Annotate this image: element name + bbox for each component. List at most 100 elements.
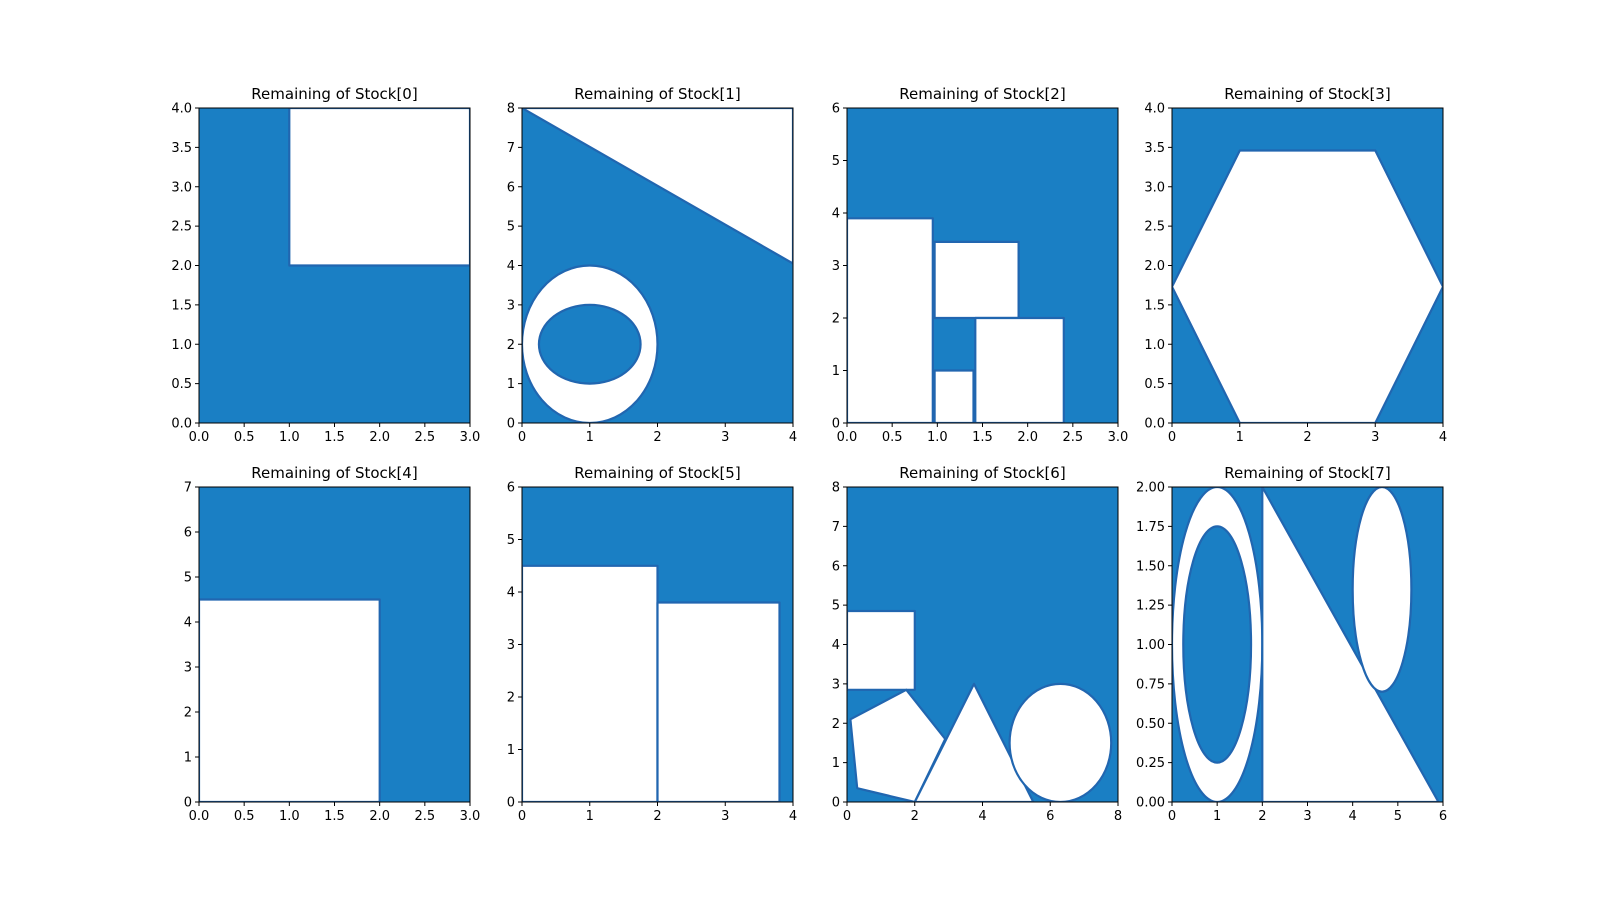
cut-piece xyxy=(199,598,381,802)
x-tick-label: 1.0 xyxy=(279,430,300,445)
y-tick-label: 0 xyxy=(184,796,192,811)
x-tick-label: 2.0 xyxy=(369,430,390,445)
y-tick-label: 0 xyxy=(507,417,515,432)
plot-area xyxy=(847,487,1118,802)
y-tick-label: 4 xyxy=(832,207,840,222)
y-tick-label: 1 xyxy=(832,364,840,379)
plot-area xyxy=(522,487,793,802)
x-tick-label: 1.5 xyxy=(972,430,993,445)
y-tick-label: 3.5 xyxy=(171,141,192,156)
y-tick-label: 2.0 xyxy=(1144,259,1165,274)
subplot-title: Remaining of Stock[1] xyxy=(574,85,740,103)
y-tick-label: 8 xyxy=(832,481,840,496)
x-tick-label: 3 xyxy=(1371,430,1379,445)
x-tick-label: 3 xyxy=(1303,809,1311,824)
y-tick-label: 7 xyxy=(832,520,840,535)
plot-area xyxy=(199,487,470,802)
plot-area xyxy=(1172,487,1443,802)
x-tick-label: 0 xyxy=(1168,430,1176,445)
y-tick-label: 2.00 xyxy=(1136,481,1165,496)
y-tick-label: 2 xyxy=(832,312,840,327)
x-tick-label: 4 xyxy=(1349,809,1357,824)
x-tick-label: 2.5 xyxy=(414,430,435,445)
y-tick-label: 5 xyxy=(507,220,515,235)
x-tick-label: 3.0 xyxy=(460,430,481,445)
x-tick-label: 1.0 xyxy=(279,809,300,824)
cut-piece xyxy=(1261,487,1440,802)
y-tick-label: 3 xyxy=(507,298,515,313)
y-tick-label: 3.5 xyxy=(1144,141,1165,156)
y-tick-label: 2 xyxy=(507,691,515,706)
y-tick-label: 3.0 xyxy=(1144,180,1165,195)
subplot-3: Remaining of Stock[3] 0 1 2 3 4 0.0 0.5 1.0 1.5 2.… xyxy=(1144,85,1447,445)
subplot-0: Remaining of Stock[0] 0.0 0.5 1.0 1.5 2.0 2.5 3… xyxy=(171,85,480,445)
cut-piece xyxy=(847,609,916,691)
cut-piece xyxy=(522,564,659,802)
y-tick-label: 7 xyxy=(507,141,515,156)
y-tick-label: 0.25 xyxy=(1136,756,1165,771)
remaining-island xyxy=(537,303,642,385)
plot-area xyxy=(847,108,1118,423)
x-tick-label: 1 xyxy=(586,809,594,824)
subplot-1: Remaining of Stock[1] 0 1 2 3 4 0 1 2 3 4 5 6 7 8 xyxy=(507,85,797,445)
cut-piece xyxy=(1351,487,1413,693)
subplot-7: Remaining of Stock[7] 0 1 2 3 4 5 6 0.00 0.25 0.50… xyxy=(1136,464,1447,824)
y-tick-label: 6 xyxy=(507,180,515,195)
subplot-title: Remaining of Stock[2] xyxy=(899,85,1065,103)
plot-area xyxy=(1172,108,1443,423)
y-tick-label: 1.50 xyxy=(1136,559,1165,574)
x-tick-label: 5 xyxy=(1394,809,1402,824)
x-tick-label: 3 xyxy=(721,430,729,445)
x-tick-label: 4 xyxy=(978,809,986,824)
x-tick-label: 0.5 xyxy=(882,430,903,445)
x-tick-label: 0.0 xyxy=(189,809,210,824)
x-tick-label: 3.0 xyxy=(1108,430,1129,445)
y-tick-label: 1 xyxy=(507,377,515,392)
y-tick-label: 0.0 xyxy=(171,417,192,432)
y-tick-label: 2.5 xyxy=(1144,220,1165,235)
y-tick-label: 2 xyxy=(507,338,515,353)
cut-piece xyxy=(974,316,1065,423)
x-tick-label: 8 xyxy=(1114,809,1122,824)
y-tick-label: 6 xyxy=(184,526,192,541)
cut-piece xyxy=(522,108,793,265)
x-tick-label: 1 xyxy=(1213,809,1221,824)
x-tick-label: 0.5 xyxy=(234,809,255,824)
y-tick-label: 2 xyxy=(184,706,192,721)
x-tick-label: 4 xyxy=(789,809,797,824)
subplot-4: Remaining of Stock[4] 0.0 0.5 1.0 1.5 2.0 2.5 3… xyxy=(184,464,481,824)
y-tick-label: 1.0 xyxy=(1144,338,1165,353)
y-tick-label: 1.75 xyxy=(1136,520,1165,535)
y-tick-label: 1.5 xyxy=(1144,298,1165,313)
cut-piece xyxy=(849,688,947,802)
subplot-2: Remaining of Stock[2] 0.0 0.5 1.0 1.5 2.0 2.5 3… xyxy=(832,85,1129,445)
y-tick-label: 4 xyxy=(832,638,840,653)
subplot-5: Remaining of Stock[5] 0 1 2 3 4 0 1 2 3 4 5 6 xyxy=(507,464,797,824)
x-tick-label: 0.0 xyxy=(837,430,858,445)
x-tick-label: 4 xyxy=(1439,430,1447,445)
remaining-island xyxy=(1182,525,1253,764)
y-tick-label: 0.5 xyxy=(171,377,192,392)
cut-piece xyxy=(656,601,781,802)
y-tick-label: 6 xyxy=(832,102,840,117)
x-tick-label: 1.5 xyxy=(324,430,345,445)
y-tick-label: 2.0 xyxy=(171,259,192,274)
y-tick-label: 5 xyxy=(832,154,840,169)
x-tick-label: 1 xyxy=(1236,430,1244,445)
y-tick-label: 0.00 xyxy=(1136,796,1165,811)
x-tick-label: 1.0 xyxy=(927,430,948,445)
subplot-title: Remaining of Stock[5] xyxy=(574,464,740,482)
x-tick-label: 3.0 xyxy=(460,809,481,824)
cut-piece xyxy=(1008,682,1113,802)
y-tick-label: 6 xyxy=(507,481,515,496)
subplot-6: Remaining of Stock[6] 0 2 4 6 8 0 1 2 3 4 5 6 7 8 xyxy=(832,464,1122,824)
cut-piece xyxy=(933,369,975,423)
x-tick-label: 2 xyxy=(1258,809,1266,824)
x-tick-label: 2.5 xyxy=(1062,430,1083,445)
x-tick-label: 0 xyxy=(518,430,526,445)
y-tick-label: 5 xyxy=(184,571,192,586)
x-tick-label: 3 xyxy=(721,809,729,824)
y-tick-label: 1.00 xyxy=(1136,638,1165,653)
x-tick-label: 0 xyxy=(1168,809,1176,824)
